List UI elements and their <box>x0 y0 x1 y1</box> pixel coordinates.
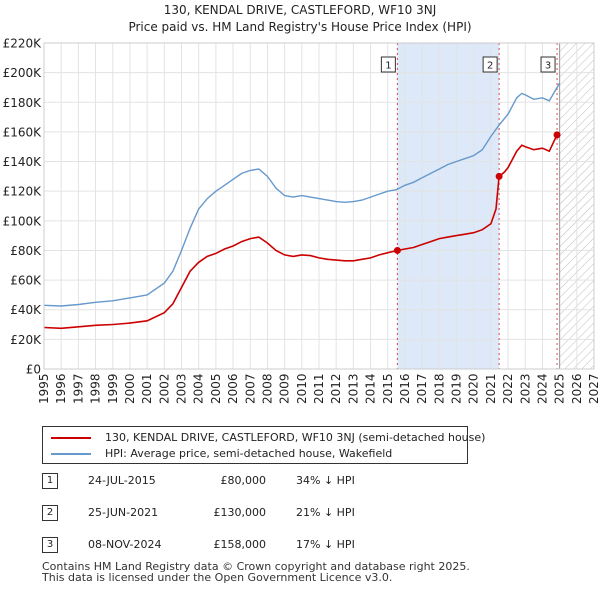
y-tick-label: £160K <box>3 125 43 139</box>
x-tick-label: 2022 <box>501 373 515 404</box>
x-tick-label: 2014 <box>364 373 378 404</box>
x-tick-label: 1998 <box>89 373 103 404</box>
chart-subtitle: Price paid vs. HM Land Registry's House … <box>128 20 472 34</box>
legend-label-hpi: HPI: Average price, semi-detached house,… <box>105 447 393 460</box>
y-tick-label: £200K <box>3 66 43 80</box>
x-tick-label: 2027 <box>587 373 600 404</box>
sale-label-box <box>482 56 498 73</box>
footer: Contains HM Land Registry data © Crown c… <box>42 561 470 583</box>
y-tick-label: £60K <box>10 274 42 288</box>
legend-swatch-hpi <box>51 453 91 455</box>
sale-number-badge: 2 <box>42 505 58 521</box>
footer-copyright: Contains HM Land Registry data © Crown c… <box>42 560 470 573</box>
x-tick-label: 2018 <box>432 373 446 404</box>
chart-legend: 130, KENDAL DRIVE, CASTLEFORD, WF10 3NJ … <box>42 426 485 464</box>
sale-label: 2 <box>487 61 493 72</box>
y-tick-label: £120K <box>3 185 43 199</box>
x-tick-label: 2003 <box>175 373 189 404</box>
chart-title: 130, KENDAL DRIVE, CASTLEFORD, WF10 3NJ <box>163 3 437 17</box>
sale-hpi-diff: 34% ↓ HPI <box>296 474 355 487</box>
sale-hpi-diff: 17% ↓ HPI <box>296 538 355 551</box>
legend-label-price: 130, KENDAL DRIVE, CASTLEFORD, WF10 3NJ … <box>105 431 486 444</box>
x-tick-label: 2015 <box>381 373 395 404</box>
sale-hpi-diff: 21% ↓ HPI <box>296 506 355 519</box>
sale-label-box <box>540 56 556 73</box>
x-tick-label: 2016 <box>398 373 412 404</box>
sale-date: 24-JUL-2015 <box>88 474 156 487</box>
x-tick-label: 2007 <box>243 373 257 404</box>
x-tick-label: 2009 <box>278 373 292 404</box>
x-tick-label: 2013 <box>346 373 360 404</box>
y-tick-label: £40K <box>10 303 42 317</box>
x-tick-label: 2012 <box>329 373 343 404</box>
sale-label: 3 <box>545 61 551 72</box>
x-tick-label: 2002 <box>157 373 171 404</box>
x-tick-label: 2019 <box>450 373 464 404</box>
sale-price: £80,000 <box>220 474 267 487</box>
x-tick-label: 2006 <box>226 373 240 404</box>
sale-number-badge: 1 <box>42 473 58 489</box>
x-tick-label: 2011 <box>312 373 326 404</box>
x-tick-label: 1999 <box>106 373 120 404</box>
x-tick-label: 2001 <box>140 373 154 404</box>
x-tick-label: 1995 <box>37 373 51 404</box>
x-tick-label: 2005 <box>209 373 223 404</box>
sale-row: 2 25-JUN-2021 £130,000 21% ↓ HPI <box>42 504 462 522</box>
ownership-period-shade <box>397 43 500 369</box>
x-tick-label: 2004 <box>192 373 206 404</box>
y-tick-label: £140K <box>3 155 43 169</box>
y-tick-label: £220K <box>3 37 43 51</box>
x-tick-label: 2021 <box>484 373 498 404</box>
sale-point <box>553 131 561 139</box>
series-line-price <box>43 133 560 330</box>
sale-price: £158,000 <box>213 538 267 551</box>
y-tick-label: £80K <box>10 244 42 258</box>
x-tick-label: 2017 <box>415 373 429 404</box>
price-chart: 1 2 3 £0 £20K £40K £60K £80K £100K £120K £140K £160… <box>3 37 600 405</box>
y-tick-label: £0 <box>26 363 41 377</box>
series-line-hpi <box>43 82 561 307</box>
legend-swatch-price <box>51 437 91 439</box>
x-tick-label: 2026 <box>570 373 584 404</box>
x-tick-label: 1997 <box>71 373 85 404</box>
sale-row: 3 08-NOV-2024 £158,000 17% ↓ HPI <box>42 536 462 554</box>
x-tick-label: 2010 <box>295 373 309 404</box>
x-tick-label: 1996 <box>54 373 68 404</box>
x-tick-label: 2025 <box>553 373 567 404</box>
x-tick-label: 2000 <box>123 373 137 404</box>
y-tick-label: £180K <box>3 96 43 110</box>
plot-border <box>43 42 595 370</box>
y-tick-label: £20K <box>10 333 42 347</box>
x-tick-label: 2023 <box>518 373 532 404</box>
x-tick-label: 2020 <box>467 373 481 404</box>
sale-point <box>393 246 401 254</box>
y-tick-label: £100K <box>3 214 43 228</box>
sale-label: 1 <box>385 61 391 72</box>
sale-date: 25-JUN-2021 <box>88 506 159 519</box>
sale-label-box <box>380 56 396 73</box>
sale-point <box>495 172 503 180</box>
sale-number-badge: 3 <box>42 537 58 553</box>
x-tick-label: 2008 <box>260 373 274 404</box>
sale-row: 1 24-JUL-2015 £80,000 34% ↓ HPI <box>42 472 462 490</box>
footer-licence: This data is licensed under the Open Gov… <box>42 571 393 584</box>
sale-price: £130,000 <box>213 506 267 519</box>
sale-date: 08-NOV-2024 <box>88 538 162 551</box>
x-tick-label: 2024 <box>535 373 549 404</box>
